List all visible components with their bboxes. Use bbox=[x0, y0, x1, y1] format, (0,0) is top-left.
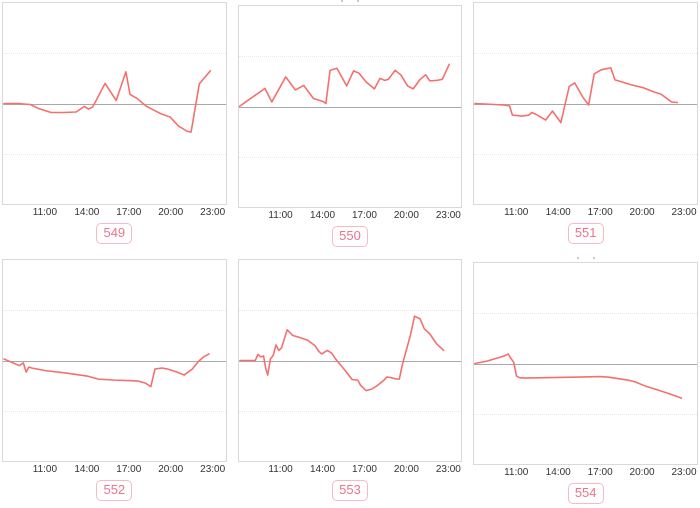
x-axis: 11:00 14:00 17:00 20:00 23:00 bbox=[473, 465, 698, 479]
zero-baseline bbox=[3, 360, 226, 362]
badge-row: 554 bbox=[473, 483, 698, 505]
chart-id-badge[interactable]: 550 bbox=[332, 226, 368, 247]
chart-id-badge[interactable]: 553 bbox=[332, 480, 368, 501]
x-tick-label: 20:00 bbox=[393, 464, 419, 475]
gridline bbox=[474, 413, 697, 415]
x-tick-label: 11:00 bbox=[504, 467, 529, 478]
line-series bbox=[474, 67, 679, 124]
x-tick-label: 23:00 bbox=[200, 207, 226, 218]
chart-cell-554: 11:00 14:00 17:00 20:00 23:00 554 bbox=[473, 257, 698, 505]
chart-panel bbox=[237, 259, 463, 462]
gridline bbox=[474, 313, 697, 315]
x-tick-label: 11:00 bbox=[32, 464, 58, 475]
x-tick-label: 17:00 bbox=[351, 210, 377, 221]
cropped-title-fragment bbox=[238, 0, 463, 5]
x-tick-label: 23:00 bbox=[435, 210, 461, 221]
gridline bbox=[3, 310, 226, 312]
chart-cell-549: 11:00 14:00 17:00 20:00 23:00 549 bbox=[2, 0, 227, 248]
zero-baseline bbox=[474, 103, 697, 105]
gridline bbox=[3, 153, 226, 155]
line-series bbox=[3, 70, 212, 133]
x-tick-label: 11:00 bbox=[268, 464, 293, 475]
x-tick-label: 14:00 bbox=[310, 464, 336, 475]
zero-baseline bbox=[238, 360, 462, 362]
x-tick-label: 11:00 bbox=[268, 210, 293, 221]
x-tick-label: 20:00 bbox=[629, 207, 655, 218]
gridline bbox=[3, 53, 226, 55]
badge-row: 552 bbox=[2, 480, 227, 502]
x-tick-label: 11:00 bbox=[504, 207, 529, 218]
x-tick-label: 11:00 bbox=[32, 207, 58, 218]
gridline bbox=[238, 156, 462, 158]
zero-baseline bbox=[474, 363, 697, 365]
chart-cell-551: 11:00 14:00 17:00 20:00 23:00 551 bbox=[473, 0, 698, 248]
x-tick-label: 17:00 bbox=[351, 464, 377, 475]
gridline bbox=[3, 410, 226, 412]
x-tick-label: 14:00 bbox=[310, 210, 336, 221]
chart-cell-552: 11:00 14:00 17:00 20:00 23:00 552 bbox=[2, 257, 227, 505]
chart-id-badge[interactable]: 554 bbox=[567, 483, 604, 504]
chart-panel bbox=[2, 259, 227, 462]
zero-baseline bbox=[3, 103, 226, 105]
x-tick-label: 23:00 bbox=[671, 467, 697, 478]
x-tick-label: 14:00 bbox=[545, 207, 571, 218]
chart-panel bbox=[2, 2, 227, 205]
line-series bbox=[474, 353, 683, 399]
chart-panel bbox=[237, 5, 463, 208]
x-axis: 11:00 14:00 17:00 20:00 23:00 bbox=[238, 208, 463, 222]
x-tick-label: 17:00 bbox=[116, 207, 142, 218]
x-axis: 11:00 14:00 17:00 20:00 23:00 bbox=[2, 462, 227, 476]
x-axis: 11:00 14:00 17:00 20:00 23:00 bbox=[238, 462, 463, 476]
cropped-title-fragment bbox=[473, 257, 698, 262]
line-series bbox=[238, 63, 450, 108]
x-tick-label: 20:00 bbox=[158, 207, 184, 218]
gridline bbox=[238, 410, 462, 412]
chart-panel bbox=[473, 2, 698, 205]
x-tick-label: 17:00 bbox=[116, 464, 142, 475]
line-series bbox=[3, 353, 210, 388]
x-tick-label: 20:00 bbox=[629, 467, 655, 478]
chart-id-badge[interactable]: 549 bbox=[96, 223, 133, 244]
x-tick-label: 20:00 bbox=[158, 464, 184, 475]
chart-panel bbox=[473, 262, 698, 465]
badge-row: 553 bbox=[238, 480, 463, 502]
badge-row: 550 bbox=[238, 226, 463, 248]
x-axis: 11:00 14:00 17:00 20:00 23:00 bbox=[473, 205, 698, 219]
gridline bbox=[474, 153, 697, 155]
badge-row: 551 bbox=[473, 223, 698, 245]
x-tick-label: 23:00 bbox=[671, 207, 697, 218]
x-tick-label: 20:00 bbox=[393, 210, 419, 221]
chart-id-badge[interactable]: 551 bbox=[567, 223, 604, 244]
x-tick-label: 14:00 bbox=[545, 467, 571, 478]
gridline bbox=[238, 310, 462, 312]
chart-cell-553: 11:00 14:00 17:00 20:00 23:00 553 bbox=[237, 257, 463, 505]
x-tick-label: 17:00 bbox=[587, 207, 613, 218]
line-series bbox=[238, 315, 445, 392]
x-tick-label: 17:00 bbox=[587, 467, 613, 478]
chart-cell-550: 11:00 14:00 17:00 20:00 23:00 550 bbox=[237, 0, 463, 248]
x-tick-label: 23:00 bbox=[435, 464, 461, 475]
gridline bbox=[474, 53, 697, 55]
x-tick-label: 14:00 bbox=[74, 464, 100, 475]
x-tick-label: 23:00 bbox=[200, 464, 226, 475]
x-axis: 11:00 14:00 17:00 20:00 23:00 bbox=[2, 205, 227, 219]
zero-baseline bbox=[238, 106, 462, 108]
gridline bbox=[238, 56, 462, 58]
badge-row: 549 bbox=[2, 223, 227, 245]
x-tick-label: 14:00 bbox=[74, 207, 100, 218]
chart-id-badge[interactable]: 552 bbox=[96, 480, 133, 501]
